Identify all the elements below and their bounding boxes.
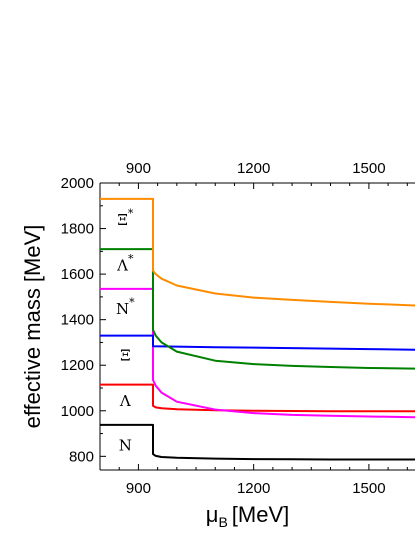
x-axis-symbol: μ (206, 502, 219, 527)
series-label: Λ (119, 392, 131, 410)
series-lines (100, 197, 415, 461)
x-axis-unit: [MeV] (232, 502, 289, 527)
series-labels: Ξ* Λ* N* Ξ Λ N (116, 207, 135, 455)
series-line-N-star (100, 287, 415, 419)
x-tick-label: 900 (126, 480, 151, 497)
y-tick-label: 1800 (61, 221, 94, 238)
series-line- (100, 383, 415, 413)
y-axis-title: effective mass [MeV] (20, 225, 45, 429)
top-tick-label: 1500 (352, 160, 385, 177)
y-tick-label: 2000 (61, 175, 94, 192)
axes (99, 182, 415, 471)
series-label: N (119, 437, 132, 455)
x-axis-subscript: B (218, 514, 227, 530)
series-line-N (100, 423, 415, 461)
y-tick-label: 1400 (61, 312, 94, 329)
series-label: Λ* (116, 253, 134, 275)
ticks: 800 1000 1200 1400 1600 1800 2000 900 1200 1500 90… (61, 160, 408, 497)
x-axis-title: μB [MeV] (206, 502, 290, 530)
series-line--star (100, 248, 415, 370)
y-tick-label: 1600 (61, 266, 94, 283)
y-tick-label: 1200 (61, 357, 94, 374)
top-tick-label: 900 (126, 160, 151, 177)
x-tick-label: 1200 (237, 480, 270, 497)
series-label: N* (116, 296, 135, 318)
series-line--star (100, 197, 415, 307)
top-tick-label: 1200 (237, 160, 270, 177)
series-label: Ξ (120, 347, 131, 365)
series-line- (100, 334, 415, 351)
y-tick-label: 1000 (61, 403, 94, 420)
x-tick-label: 1500 (352, 480, 385, 497)
y-tick-label: 800 (69, 448, 94, 465)
series-label: Ξ* (117, 207, 134, 229)
